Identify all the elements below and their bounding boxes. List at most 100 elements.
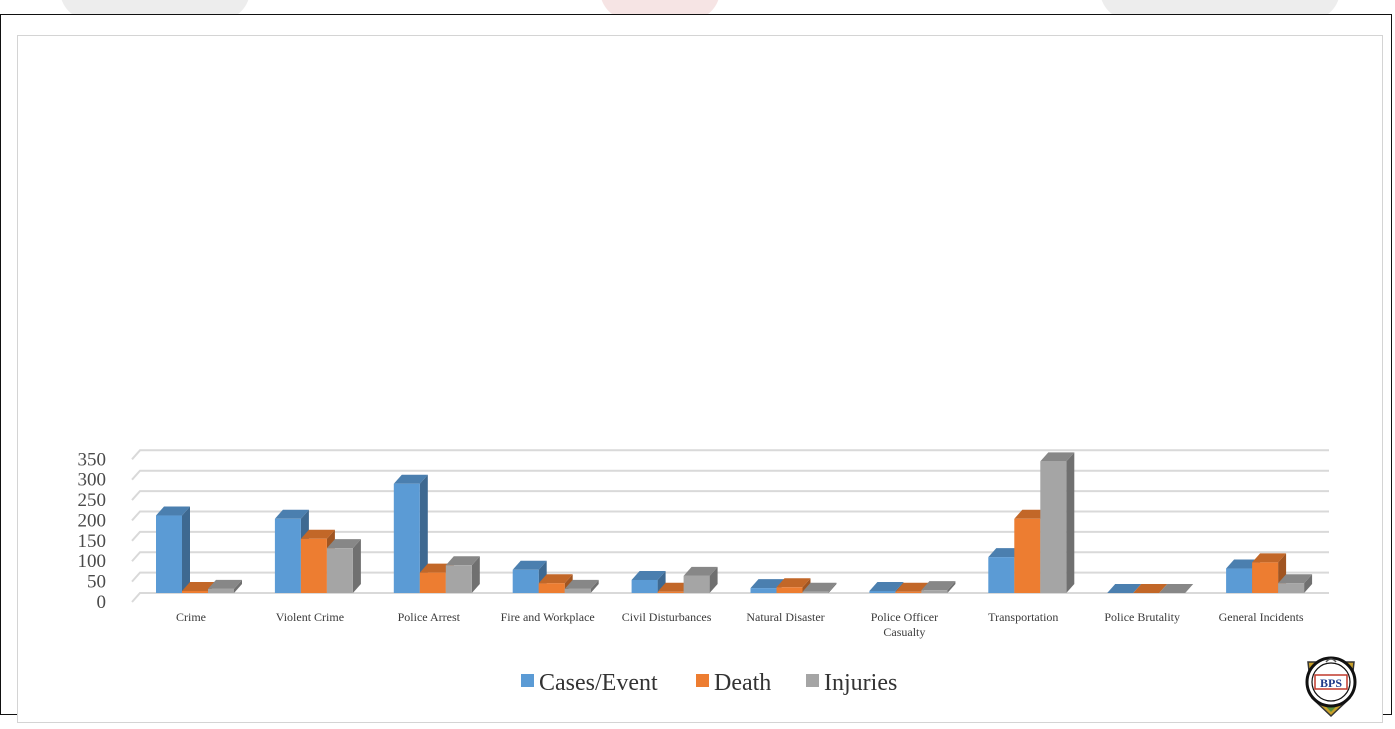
- x-axis-categories: Crime Violent Crime Police Arrest Fire and …: [176, 610, 1304, 639]
- bar-top: [1252, 553, 1287, 563]
- bar-front: [326, 548, 353, 593]
- bar-front: [274, 518, 301, 593]
- figure-frame: 0 50 100 150 200 250 300 350 Crime Violent Crime…: [0, 14, 1392, 723]
- bar-top: [326, 539, 361, 549]
- y-tick-label: 200: [78, 510, 107, 531]
- bar-top: [631, 570, 666, 580]
- category-label: Casualty: [883, 625, 925, 639]
- gridline: [131, 530, 1329, 542]
- bar-side: [590, 579, 599, 593]
- gridline: [131, 551, 1329, 562]
- category-label: Violent Crime: [276, 610, 344, 624]
- bars: [156, 452, 1313, 593]
- bar-front: [631, 579, 658, 593]
- bar-front: [1040, 461, 1067, 593]
- category-label: Crime: [176, 610, 206, 624]
- bar-top: [1226, 559, 1261, 569]
- bar-top: [802, 582, 837, 592]
- bar-front: [1014, 518, 1041, 593]
- y-tick-label: 50: [87, 572, 106, 593]
- legend-label: Injuries: [824, 670, 897, 696]
- bar-side: [234, 579, 242, 593]
- bar-top: [300, 529, 335, 539]
- bar-front: [750, 588, 777, 593]
- bar-front: [921, 590, 948, 593]
- bar-injuries: [445, 556, 480, 593]
- bar-front: [895, 591, 922, 593]
- bar-front: [1278, 583, 1305, 593]
- bar-front: [538, 583, 565, 593]
- bar-side: [182, 506, 190, 593]
- bar-front: [776, 587, 803, 593]
- legend-label: Death: [714, 670, 771, 696]
- bar-side: [1066, 452, 1075, 593]
- bar-injuries: [683, 566, 718, 593]
- bar-top: [895, 582, 930, 592]
- y-tick-label: 350: [78, 449, 107, 470]
- bar-top: [208, 579, 242, 589]
- bar-cases-event: [1107, 584, 1142, 593]
- bar-side: [471, 556, 480, 593]
- bar-side: [419, 474, 428, 593]
- bar-top: [750, 579, 785, 589]
- bar-top: [393, 474, 428, 484]
- bar-top: [156, 506, 190, 516]
- bar-front: [156, 515, 182, 593]
- bar-front: [512, 569, 539, 593]
- gridline: [131, 469, 1329, 481]
- bar-cases-event: [393, 474, 428, 593]
- y-tick-label: 0: [97, 592, 107, 613]
- bar-top: [921, 581, 956, 591]
- bar-side: [657, 570, 666, 593]
- category-label: Civil Disturbances: [622, 610, 712, 624]
- y-tick-label: 250: [78, 490, 107, 511]
- bar-front: [445, 565, 472, 593]
- legend: Cases/Event Death Injuries: [521, 670, 897, 696]
- bar-top: [776, 578, 811, 588]
- bar-front: [683, 575, 710, 593]
- bar-side: [709, 566, 718, 593]
- bps-seal-logo: BPS: [1298, 648, 1364, 724]
- category-label: Police Arrest: [398, 610, 461, 624]
- legend-swatch: [696, 674, 709, 687]
- bar-top: [538, 574, 573, 584]
- y-tick-label: 100: [78, 551, 107, 572]
- bar-top: [1133, 584, 1168, 593]
- bar-top: [1040, 452, 1075, 462]
- bar-front: [300, 538, 327, 593]
- category-label: Fire and Workplace: [501, 610, 595, 624]
- bar-top: [419, 563, 454, 573]
- category-label: Natural Disaster: [746, 610, 824, 624]
- bar-top: [869, 581, 904, 591]
- bar-front: [802, 591, 829, 593]
- bar-side: [352, 539, 361, 593]
- category-label: General Incidents: [1219, 610, 1304, 624]
- bar-top: [1014, 509, 1049, 519]
- gridline: [131, 490, 1329, 501]
- bar-front: [1226, 568, 1253, 593]
- category-label: Police Brutality: [1104, 610, 1180, 624]
- bar-top: [683, 566, 718, 576]
- gridline: [131, 571, 1329, 583]
- svg-text:BPS: BPS: [1320, 676, 1342, 690]
- bar-top: [1159, 584, 1194, 593]
- bar-top: [564, 579, 599, 589]
- bar-front: [657, 591, 684, 593]
- bar-top: [1278, 574, 1313, 584]
- bar-injuries: [921, 581, 956, 593]
- chart-panel: 0 50 100 150 200 250 300 350 Crime Violent Crime…: [17, 35, 1383, 723]
- bar-top: [1107, 584, 1142, 593]
- bar-cases-event: [156, 506, 190, 593]
- bar-top: [988, 548, 1023, 558]
- bar-side: [947, 581, 956, 593]
- bar-cases-event: [631, 570, 666, 593]
- legend-swatch: [806, 674, 819, 687]
- bar-injuries: [1159, 584, 1194, 593]
- gridline: [131, 449, 1329, 460]
- legend-swatch: [521, 674, 534, 687]
- bar-injuries: [1278, 574, 1313, 593]
- gridline: [131, 592, 1329, 603]
- gridline: [131, 510, 1329, 522]
- bar-side: [828, 582, 837, 593]
